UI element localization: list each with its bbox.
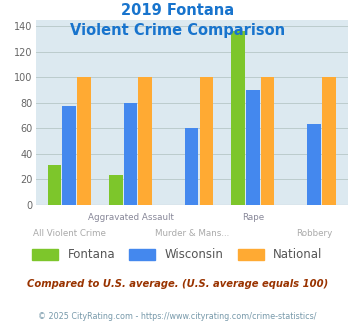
Bar bbox=[261, 77, 274, 205]
Bar bbox=[231, 31, 245, 205]
Bar bbox=[185, 128, 198, 205]
Bar bbox=[138, 77, 152, 205]
Text: © 2025 CityRating.com - https://www.cityrating.com/crime-statistics/: © 2025 CityRating.com - https://www.city… bbox=[38, 312, 317, 321]
Bar bbox=[322, 77, 336, 205]
Bar bbox=[307, 124, 321, 205]
Text: All Violent Crime: All Violent Crime bbox=[33, 229, 106, 238]
Bar bbox=[48, 165, 61, 205]
Bar bbox=[77, 77, 91, 205]
Text: Violent Crime Comparison: Violent Crime Comparison bbox=[70, 23, 285, 38]
Text: Aggravated Assault: Aggravated Assault bbox=[88, 213, 173, 222]
Bar bbox=[62, 107, 76, 205]
Legend: Fontana, Wisconsin, National: Fontana, Wisconsin, National bbox=[28, 244, 327, 266]
Text: Compared to U.S. average. (U.S. average equals 100): Compared to U.S. average. (U.S. average … bbox=[27, 279, 328, 289]
Bar bbox=[109, 175, 122, 205]
Text: 2019 Fontana: 2019 Fontana bbox=[121, 3, 234, 18]
Bar bbox=[246, 90, 260, 205]
Text: Rape: Rape bbox=[242, 213, 264, 222]
Bar bbox=[200, 77, 213, 205]
Bar bbox=[124, 103, 137, 205]
Text: Murder & Mans...: Murder & Mans... bbox=[154, 229, 229, 238]
Text: Robbery: Robbery bbox=[296, 229, 332, 238]
